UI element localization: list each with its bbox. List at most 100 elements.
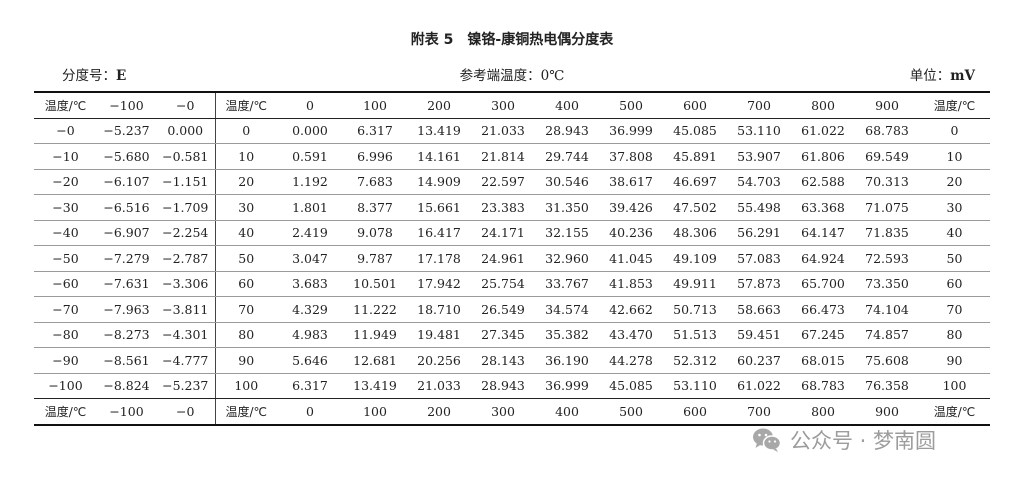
table-cell: 50 [919, 245, 990, 272]
table-cell: 37.808 [599, 143, 663, 170]
table-cell: −100 [97, 91, 156, 119]
table-cell: −6.107 [97, 169, 156, 195]
table-cell: 0 [214, 118, 277, 144]
table-cell: −0.581 [156, 143, 215, 170]
table-cell: −5.237 [97, 118, 156, 144]
table-row: −100 −8.824 −5.237 100 6.317 13.419 21.033 28.9… [34, 373, 990, 399]
table-cell: 36.190 [535, 347, 599, 374]
table-cell: 7.683 [343, 169, 407, 195]
table-cell: 70.313 [855, 169, 919, 195]
table-cell: 28.943 [535, 118, 599, 144]
index-label: 分度号： [62, 68, 116, 84]
table-cell: −50 [34, 245, 97, 272]
table-cell: 70 [919, 296, 990, 323]
table-cell: −20 [34, 169, 97, 195]
table-cell: 50 [214, 245, 277, 272]
table-cell: −1.709 [156, 194, 215, 221]
unit-label: 单位： [909, 68, 951, 84]
table-cell: −6.907 [97, 220, 156, 246]
table-cell: 73.350 [855, 271, 919, 297]
table-cell: 300 [471, 398, 535, 426]
table-cell: 45.085 [599, 373, 663, 399]
table-cell: 61.022 [727, 373, 791, 399]
table-cell: 53.907 [727, 143, 791, 170]
table-cell: 17.178 [407, 245, 471, 272]
table-cell: 600 [663, 398, 727, 426]
unit: 单位：mV [910, 64, 975, 84]
table-row: −0 −5.237 0.000 0 0.000 6.317 13.419 21.033 28.9… [34, 118, 990, 144]
table-cell: 200 [407, 398, 471, 426]
table-cell: −80 [34, 322, 97, 348]
table-cell: 1.192 [277, 169, 343, 195]
table-cell: 22.597 [471, 169, 535, 195]
table-cell: 41.853 [599, 271, 663, 297]
table-row: −60 −7.631 −3.306 60 3.683 10.501 17.942 25.754… [34, 271, 990, 297]
table-cell: 500 [599, 398, 663, 426]
table-cell: 30.546 [535, 169, 599, 195]
table-cell: 200 [407, 91, 471, 119]
table-cell: 71.835 [855, 220, 919, 246]
table-cell: 40.236 [599, 220, 663, 246]
reference-value: 0℃ [540, 68, 565, 84]
table-cell: 温度/℃ [919, 398, 990, 426]
table-cell: 61.022 [791, 118, 855, 144]
table-cell: 12.681 [343, 347, 407, 374]
table-cell: −5.237 [156, 373, 215, 399]
table-cell: 45.891 [663, 143, 727, 170]
table-row: −10 −5.680 −0.581 10 0.591 6.996 14.161 21.814 2… [34, 143, 990, 170]
table-cell: −3.306 [156, 271, 215, 297]
table-cell: 32.155 [535, 220, 599, 246]
table-cell: 40 [919, 220, 990, 246]
reference-label: 参考端温度： [459, 68, 541, 84]
table-cell: 74.104 [855, 296, 919, 323]
table-cell: 90 [214, 347, 277, 374]
table-cell: 温度/℃ [214, 398, 277, 426]
table-cell: 8.377 [343, 194, 407, 221]
table-cell: 500 [599, 91, 663, 119]
table-cell: 21.814 [471, 143, 535, 170]
table-cell: 44.278 [599, 347, 663, 374]
table-cell: −2.254 [156, 220, 215, 246]
table-cell: 20 [919, 169, 990, 195]
table-cell: 9.787 [343, 245, 407, 272]
table-cell: 29.744 [535, 143, 599, 170]
table-cell: 6.317 [343, 118, 407, 144]
table-row: −80 −8.273 −4.301 80 4.983 11.949 19.481 27.345… [34, 322, 990, 348]
table-row: −70 −7.963 −3.811 70 4.329 11.222 18.710 26.549… [34, 296, 990, 323]
table-cell: 2.419 [277, 220, 343, 246]
table-row: −20 −6.107 −1.151 20 1.192 7.683 14.909 22.597 3… [34, 169, 990, 195]
table-cell: 3.047 [277, 245, 343, 272]
table-cell: 温度/℃ [214, 91, 277, 119]
table-header-row: 温度/℃ −100 −0 温度/℃ 0 100 200 300 400 500 600 700 800 9… [34, 91, 990, 119]
table-cell: −8.273 [97, 322, 156, 348]
table-cell: 15.661 [407, 194, 471, 221]
table-cell: 66.473 [791, 296, 855, 323]
table-cell: 800 [791, 91, 855, 119]
table-footer-row: 温度/℃ −100 −0 温度/℃ 0 100 200 300 400 500 600 700 800 9… [34, 398, 990, 426]
table-cell: 0.000 [277, 118, 343, 144]
table-cell: 4.983 [277, 322, 343, 348]
table-cell: −6.516 [97, 194, 156, 221]
table-cell: 57.083 [727, 245, 791, 272]
table-cell: 53.110 [727, 118, 791, 144]
index-number: 分度号：E [62, 64, 126, 84]
watermark-text: 公众号 · 梦南圆 [790, 429, 937, 453]
table-cell: 41.045 [599, 245, 663, 272]
table-cell: 23.383 [471, 194, 535, 221]
table-cell: 0.000 [156, 118, 215, 144]
table-cell: −90 [34, 347, 97, 374]
table-cell: 100 [919, 373, 990, 399]
table-cell: 56.291 [727, 220, 791, 246]
wechat-icon [753, 428, 782, 452]
table-cell: 700 [727, 91, 791, 119]
table-cell: 28.943 [471, 373, 535, 399]
table-cell: 39.426 [599, 194, 663, 221]
table-cell: 0 [919, 118, 990, 144]
table-cell: 46.697 [663, 169, 727, 195]
table-cell: 0.591 [277, 143, 343, 170]
watermark: 公众号 · 梦南圆 [752, 423, 936, 457]
table-cell: 61.806 [791, 143, 855, 170]
table-cell: 47.502 [663, 194, 727, 221]
table-cell: 26.549 [471, 296, 535, 323]
table-cell: 900 [855, 91, 919, 119]
